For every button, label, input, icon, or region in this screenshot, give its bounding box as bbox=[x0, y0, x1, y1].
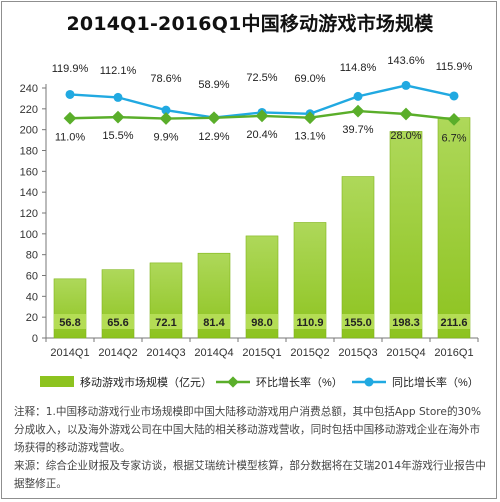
bar-value-label: 155.0 bbox=[344, 317, 372, 329]
legend-qoq-label: 环比增长率（%） bbox=[256, 375, 343, 389]
bar-value-label: 211.6 bbox=[441, 317, 468, 329]
qoq-growth-label: 15.5% bbox=[102, 130, 133, 142]
qoq-growth-point bbox=[303, 111, 317, 125]
yoy-growth-label: 115.9% bbox=[436, 61, 473, 73]
bar-label-bg bbox=[438, 314, 470, 329]
x-tick-label: 2015Q3 bbox=[338, 347, 377, 359]
bar bbox=[389, 131, 423, 339]
legend-bar-label: 移动游戏市场规模（亿元） bbox=[80, 375, 212, 389]
qoq-growth-label: 20.4% bbox=[246, 129, 277, 141]
y-tick-label: 200 bbox=[20, 125, 38, 137]
y-tick-label: 80 bbox=[26, 250, 38, 262]
qoq-growth-point bbox=[159, 112, 173, 125]
bar-value-label: 72.1 bbox=[155, 317, 176, 329]
bar-label-bg bbox=[150, 314, 182, 329]
bar-label-bg bbox=[102, 314, 134, 329]
qoq-growth-label: 11.0% bbox=[55, 131, 86, 143]
yoy-growth-label: 72.5% bbox=[246, 72, 277, 84]
y-tick-label: 0 bbox=[32, 333, 38, 345]
y-tick-label: 60 bbox=[26, 271, 38, 283]
x-tick-label: 2015Q2 bbox=[290, 347, 329, 359]
x-tick-label: 2015Q4 bbox=[386, 347, 425, 359]
yoy-growth-label: 69.0% bbox=[294, 73, 325, 85]
qoq-growth-point bbox=[255, 109, 269, 123]
bar-value-label: 65.6 bbox=[107, 317, 128, 329]
bar bbox=[341, 176, 375, 339]
legend-qoq-marker bbox=[227, 376, 239, 388]
yoy-growth-point bbox=[161, 105, 171, 115]
bar bbox=[53, 278, 87, 339]
y-tick-label: 160 bbox=[20, 166, 38, 178]
bar-label-bg bbox=[54, 314, 86, 329]
yoy-growth-label: 119.9% bbox=[52, 63, 89, 75]
yoy-growth-label: 58.9% bbox=[198, 79, 229, 91]
y-tick-label: 40 bbox=[26, 291, 38, 303]
yoy-growth-point bbox=[65, 89, 75, 99]
y-tick-label: 220 bbox=[20, 104, 38, 116]
yoy-growth-label: 143.6% bbox=[387, 55, 425, 67]
bar-value-label: 110.9 bbox=[297, 317, 324, 329]
y-tick-label: 100 bbox=[20, 229, 38, 241]
note-text: 注释：1.中国移动游戏行业市场规模即中国大陆移动游戏用户消费总额，其中包括App… bbox=[14, 406, 482, 454]
qoq-growth-label: 13.1% bbox=[294, 131, 325, 143]
bar-label-bg bbox=[390, 314, 422, 329]
bar-label-bg bbox=[342, 314, 374, 329]
legend-bar-swatch bbox=[40, 376, 74, 387]
qoq-growth-point bbox=[111, 110, 125, 124]
qoq-growth-point bbox=[63, 111, 77, 125]
qoq-growth-label: 6.7% bbox=[441, 132, 466, 144]
bar-value-label: 98.0 bbox=[251, 317, 272, 329]
qoq-growth-point bbox=[351, 104, 365, 118]
qoq-growth-point bbox=[447, 112, 461, 126]
legend-yoy-label: 同比增长率（%） bbox=[392, 375, 479, 389]
yoy-growth-point bbox=[449, 91, 459, 101]
x-tick-label: 2016Q1 bbox=[434, 347, 473, 359]
legend-yoy-marker bbox=[364, 377, 374, 387]
x-tick-label: 2014Q1 bbox=[50, 347, 89, 359]
bar-label-bg bbox=[294, 314, 326, 329]
chart-svg: 0 20 40 60 80 100 120 140 160 180 200 220 240 2014Q1 2… bbox=[20, 55, 479, 389]
y-tick-label: 240 bbox=[20, 83, 38, 95]
qoq-growth-point bbox=[399, 107, 413, 121]
yoy-growth-point bbox=[353, 91, 363, 101]
chart-notes: 注释：1.中国移动游戏行业市场规模即中国大陆移动游戏用户消费总额，其中包括App… bbox=[14, 403, 490, 493]
chart-title: 2014Q1-2016Q1中国移动游戏市场规模 bbox=[66, 13, 434, 35]
x-tick-label: 2015Q1 bbox=[242, 347, 281, 359]
bar-label-bg bbox=[198, 314, 230, 329]
bar-value-label: 81.4 bbox=[203, 317, 225, 329]
bar-label-bg bbox=[246, 314, 278, 329]
source-text: 来源：综合企业财报及专家访谈，根据艾瑞统计模型核算，部分数据将在艾瑞2014年游… bbox=[14, 460, 486, 490]
bar bbox=[437, 117, 471, 339]
yoy-growth-point bbox=[401, 80, 411, 90]
x-tick-label: 2014Q3 bbox=[146, 347, 185, 359]
yoy-growth-label: 112.1% bbox=[100, 65, 137, 77]
bar-value-label: 56.8 bbox=[59, 317, 80, 329]
yoy-growth-point bbox=[113, 92, 123, 102]
y-tick-label: 180 bbox=[20, 146, 38, 158]
y-tick-label: 120 bbox=[20, 208, 38, 220]
bar-value-label: 198.3 bbox=[392, 317, 420, 329]
yoy-growth-label: 78.6% bbox=[150, 73, 181, 85]
qoq-growth-label: 28.0% bbox=[390, 130, 421, 142]
y-tick-label: 20 bbox=[26, 312, 38, 324]
x-tick-label: 2014Q2 bbox=[98, 347, 137, 359]
qoq-growth-point bbox=[207, 111, 221, 125]
x-tick-label: 2014Q4 bbox=[194, 347, 233, 359]
y-tick-label: 140 bbox=[20, 187, 38, 199]
qoq-growth-label: 9.9% bbox=[153, 132, 178, 144]
qoq-growth-label: 39.7% bbox=[342, 124, 373, 136]
qoq-growth-label: 12.9% bbox=[198, 131, 229, 143]
yoy-growth-label: 114.8% bbox=[340, 62, 377, 74]
